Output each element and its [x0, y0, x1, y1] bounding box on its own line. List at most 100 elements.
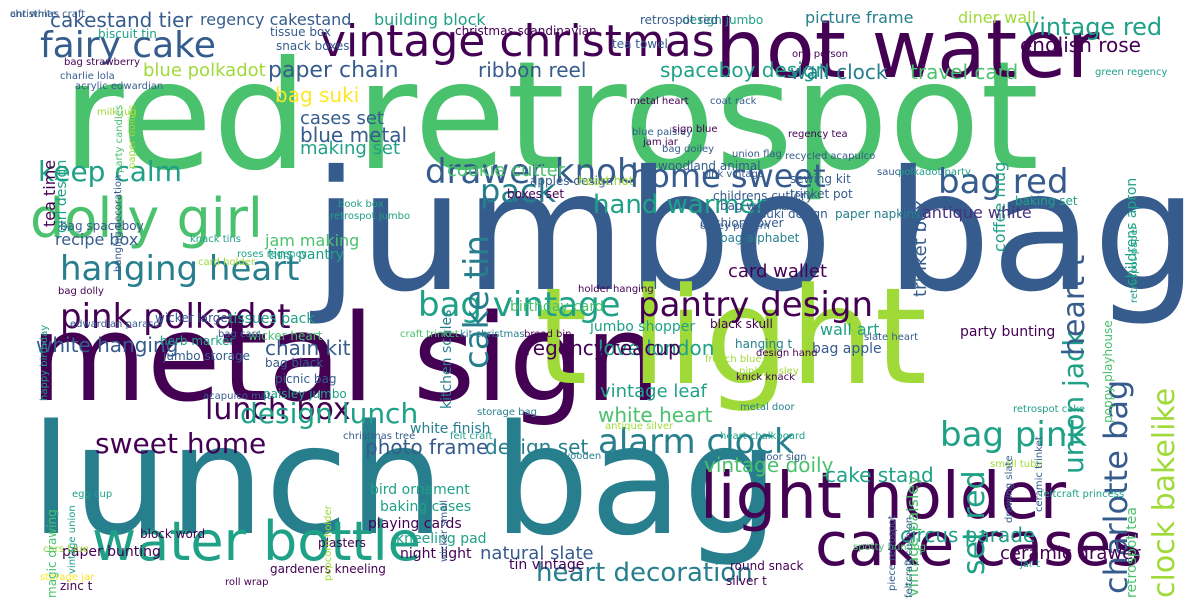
word-card-holder: card holder — [198, 257, 255, 268]
word-chain-kit: chain kit — [265, 336, 351, 360]
word-baking-cases: baking cases — [380, 499, 472, 515]
word-craft-trinket: craft trinket — [400, 329, 459, 340]
word-lunch-bag: lunch bag — [30, 392, 780, 569]
word-jumbo-bag: jumbo bag — [313, 136, 1199, 329]
word-suki-design: suki design — [760, 207, 828, 221]
word-sign-blue: sign blue — [672, 124, 718, 135]
word-light-holder: light holder — [700, 460, 1066, 534]
word-knick-knack: knick knack — [736, 372, 795, 383]
word-one-person: one person — [792, 49, 849, 60]
word-lunch-box: lunch box — [205, 392, 351, 427]
word-bread-bin: bread bin — [524, 329, 572, 340]
word-knack-tins: knack tins — [190, 234, 241, 245]
word-design-lunch: design lunch — [240, 397, 419, 430]
word-woodland-animal: woodland animal — [658, 159, 761, 173]
word-bag-cars: bag cars — [218, 329, 261, 340]
word-feltcraft-princess: feltcraft princess — [1040, 489, 1125, 500]
word-egg-cup: egg cup — [72, 489, 113, 500]
word-retrospot-tea: retrospot tea — [1124, 507, 1140, 598]
word-storage-jar: storage jar — [40, 572, 95, 583]
word-natural-slate: natural slate — [480, 543, 594, 564]
word-design-hand: design hand — [756, 348, 818, 359]
word-design-jumbo: design jumbo — [682, 13, 764, 27]
word-vintage-leaf: vintage leaf — [600, 381, 707, 402]
word-hot-water: hot water — [715, 3, 1100, 96]
word-white-hanging: white hanging — [36, 333, 179, 357]
word-milk-jug: milk jug — [97, 107, 137, 118]
word-bag-pink: bag pink — [940, 415, 1088, 455]
word-cookie-cutter: cookie cutter — [447, 160, 566, 181]
word-polkadot-party: polkadot party — [898, 167, 971, 178]
word-wall-clock: wall clock — [790, 60, 888, 84]
word-building-block: building block — [374, 10, 486, 29]
word-charlie-lola: charlie lola — [60, 71, 115, 82]
word-t-light: t light — [535, 259, 928, 415]
word-circus-parade: circus parade — [900, 523, 1036, 547]
word-jam-jar: jam jar — [643, 137, 678, 148]
word-pink-paisley: pink paisley — [739, 366, 799, 377]
word-kneeling-pad: kneeling pad — [396, 531, 487, 547]
word-childrens-cutlery: childrens cutlery — [713, 189, 813, 203]
word-cushion-cover: cushion cover — [700, 216, 784, 230]
word-christmas-craft: christmas craft — [10, 9, 86, 20]
word-heart-chalkboard: heart chalkboard — [720, 431, 806, 442]
word-diner-wall: diner wall — [958, 8, 1037, 27]
word-making-set: making set — [300, 138, 401, 159]
word-heart-t: heart t — [1057, 254, 1092, 356]
word-christmas-tree: christmas tree — [343, 431, 416, 442]
word-black-skull: black skull — [710, 317, 773, 331]
word-regency-tea: regency tea — [788, 129, 848, 140]
word-cake-tin: cake tin — [457, 234, 497, 369]
word-party-bunting: party bunting — [960, 324, 1056, 340]
word-vintage-union: vintage union — [67, 505, 78, 574]
word-heart-hot: heart hot — [578, 174, 634, 188]
word-travel-card: travel card — [910, 60, 1019, 84]
word-clock-bakelike: clock bakelike — [1147, 387, 1182, 598]
word-drawing-slate: drawing slate — [1004, 455, 1015, 523]
word-bag-doiley: bag doiley — [662, 144, 715, 155]
word-gardeners-kneeling: gardeners kneeling — [270, 562, 386, 576]
word-french-blue: french blue — [705, 354, 762, 365]
word-pack: pack — [480, 172, 557, 210]
word-biscuit-tin: biscuit tin — [98, 27, 157, 41]
word-bag-spaceboy: bag spaceboy — [60, 219, 144, 233]
word-card-wallet: card wallet — [728, 261, 828, 282]
word-tin-vintage: tin vintage — [509, 557, 585, 573]
word-retrospot-jumbo: retrospot jumbo — [330, 211, 411, 222]
word-jam-making: jam making — [265, 231, 360, 250]
word-zinc-t: zinc t — [60, 579, 93, 593]
word-drawer-knob: drawer knob — [425, 152, 639, 192]
word-tissues-pack: tissues pack — [228, 311, 315, 327]
word-acrylic-edwardian: acrylic edwardian — [75, 81, 164, 92]
word-block-word: block word — [140, 527, 206, 541]
word-water-bottle: water bottle — [92, 510, 421, 573]
word-metal-door: metal door — [740, 402, 795, 413]
word-vintage-doily: vintage doily — [704, 453, 834, 477]
word-coat-rack: coat rack — [710, 96, 757, 107]
word-english-rose: english rose — [1020, 33, 1141, 57]
word-holder-hanging: holder hanging — [578, 284, 654, 295]
word-blue-paisley: blue paisley — [632, 127, 693, 138]
word-bird-ornament: bird ornament — [370, 482, 470, 498]
word-vintage-red: vintage red — [1025, 13, 1163, 41]
word-kitchen-scales: kitchen scales — [439, 309, 455, 409]
word-paper-bunting: paper bunting — [62, 544, 161, 560]
word-antique-silver: antique silver — [605, 421, 674, 432]
word-round-snack: round snack — [730, 559, 804, 573]
word-spotty-bunting: spotty bunting — [853, 542, 927, 553]
word-saucer: saucer — [877, 167, 911, 178]
word-bag-black: bag black — [265, 356, 324, 370]
word-jumbo-storage: jumbo storage — [163, 349, 250, 363]
word-heart-decoration: heart decoration — [536, 558, 753, 588]
word-green-regency: green regency — [1095, 67, 1168, 78]
word-paper-napkins: paper napkins — [835, 207, 921, 221]
word-magic-drawing: magic drawing — [45, 509, 59, 598]
word-silver-t: silver t — [726, 574, 767, 588]
word-alarm-clock: alarm clock — [598, 422, 794, 462]
word-feltcraft-cushion: feltcraft cushion — [904, 516, 915, 598]
word-recipe-box: recipe box — [55, 230, 139, 249]
word-hanging-decoration: hanging decoration — [113, 174, 124, 272]
word-edwardian-parasol: edwardian parasol — [70, 319, 163, 330]
word-tea-towel: tea towel — [612, 37, 668, 51]
